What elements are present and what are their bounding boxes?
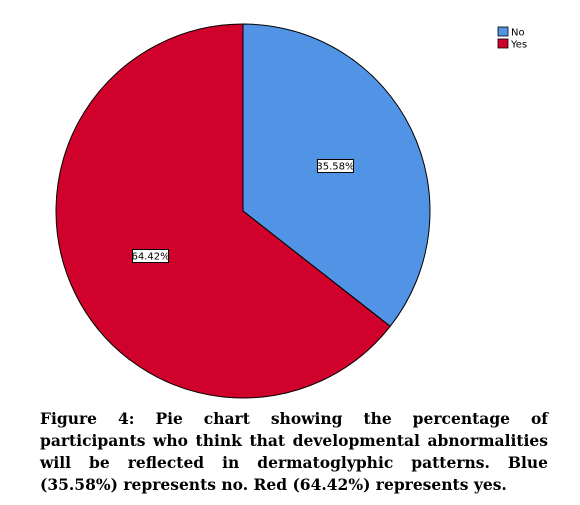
legend-item-no: No [497,26,525,39]
pie-slice-yes [55,23,391,399]
legend-item-yes: Yes [497,38,527,51]
legend-swatch-no [497,26,509,37]
slice-label-yes: 64.42% [131,249,170,264]
figure-caption: Figure 4: Pie chart showing the percenta… [40,408,548,496]
caption-text: Pie chart showing the percentage of part… [40,409,548,494]
svg-text:35.58%: 35.58% [316,161,354,172]
svg-text:64.42%: 64.42% [131,252,169,263]
slice-labels: 35.58% 64.42% [131,158,355,264]
pie-slice-no [242,23,431,328]
caption-label: Figure 4: [40,409,135,428]
pie-slices [55,23,431,399]
legend-label-yes: Yes [510,40,527,51]
legend-swatch-yes [497,38,509,49]
slice-label-no: 35.58% [316,158,355,173]
legend-label-no: No [511,28,525,39]
